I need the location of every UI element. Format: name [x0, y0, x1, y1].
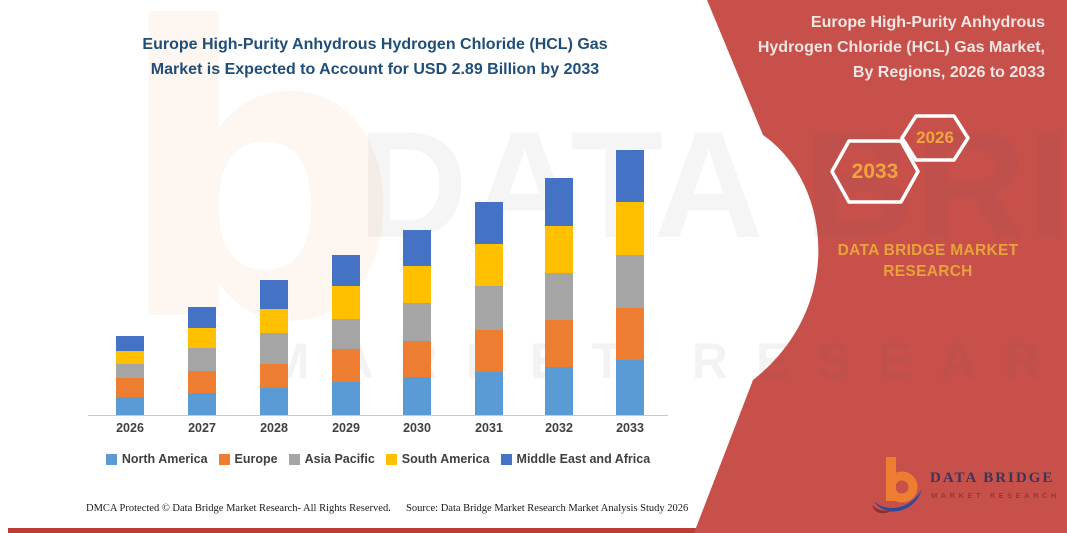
bar-segment-europe — [475, 329, 503, 372]
stacked-bar-2028 — [260, 280, 288, 415]
bar-segment-asia-pacific — [475, 285, 503, 330]
hexagon-outline-icon — [900, 114, 970, 162]
bar-segment-middle-east-and-africa — [475, 202, 503, 245]
legend-item-south-america: South America — [385, 452, 490, 466]
stacked-bar-2030 — [403, 229, 431, 415]
chart-title-line2: Market is Expected to Account for USD 2.… — [150, 61, 600, 78]
legend-item-middle-east-and-africa: Middle East and Africa — [500, 452, 651, 466]
bar-segment-europe — [116, 378, 144, 397]
x-axis-label-2033: 2033 — [616, 421, 644, 435]
bar-segment-middle-east-and-africa — [188, 306, 216, 328]
bar-segment-europe — [545, 319, 573, 368]
right-panel-heading-line1: Europe High-Purity Anhydrous — [810, 14, 1045, 31]
right-panel-heading-line2: Hydrogen Chloride (HCL) Gas Market, — [757, 39, 1045, 56]
bar-segment-south-america — [545, 226, 573, 273]
legend-label: South America — [401, 452, 490, 466]
bar-segment-middle-east-and-africa — [332, 255, 360, 286]
stacked-bar-2026 — [116, 336, 144, 415]
bar-segment-north-america — [260, 388, 288, 415]
bar-segment-asia-pacific — [260, 333, 288, 364]
x-axis-label-2031: 2031 — [475, 421, 503, 435]
data-bridge-b-icon — [872, 457, 922, 513]
legend-item-asia-pacific: Asia Pacific — [288, 452, 375, 466]
bar-segment-north-america — [475, 371, 503, 415]
bar-segment-europe — [188, 371, 216, 393]
stacked-bar-2027 — [188, 306, 216, 415]
x-axis-label-2030: 2030 — [403, 421, 431, 435]
bar-segment-middle-east-and-africa — [116, 336, 144, 351]
legend-swatch-icon — [385, 453, 397, 465]
bar-segment-europe — [260, 363, 288, 389]
bar-segment-europe — [332, 349, 360, 382]
bar-segment-south-america — [188, 327, 216, 349]
right-panel-heading-line3: By Regions, 2026 to 2033 — [852, 64, 1045, 81]
bar-segment-asia-pacific — [616, 254, 644, 308]
brand-text-line1: DATA BRIDGE MARKET — [837, 242, 1019, 259]
bar-segment-south-america — [475, 244, 503, 286]
chart-legend: North America Europe Asia Pacific South Ame… — [88, 452, 668, 466]
bar-segment-asia-pacific — [116, 363, 144, 379]
plot-area — [88, 130, 668, 416]
legend-swatch-icon — [500, 453, 512, 465]
bar-segment-north-america — [188, 393, 216, 415]
bar-segment-middle-east-and-africa — [260, 280, 288, 309]
legend-label: North America — [121, 452, 208, 466]
bar-segment-asia-pacific — [332, 318, 360, 349]
legend-swatch-icon — [218, 453, 230, 465]
bar-segment-south-america — [332, 285, 360, 319]
legend-label: Asia Pacific — [304, 452, 375, 466]
bar-segment-south-america — [260, 308, 288, 334]
legend-label: Europe — [234, 452, 278, 466]
bar-segment-south-america — [616, 202, 644, 255]
logo-wordmark: DATA BRIDGE — [930, 470, 1055, 486]
hexagon-outline-icon — [830, 139, 920, 204]
right-panel-heading: Europe High-Purity Anhydrous Hydrogen Ch… — [705, 10, 1045, 85]
bar-segment-asia-pacific — [188, 348, 216, 371]
x-axis-label-2026: 2026 — [116, 421, 144, 435]
legend-item-europe: Europe — [218, 452, 278, 466]
hexagon-year-2033: 2033 — [851, 159, 899, 183]
x-axis-label-2029: 2029 — [332, 421, 360, 435]
bottom-accent-strip — [8, 528, 1067, 533]
legend-swatch-icon — [105, 453, 117, 465]
bar-segment-asia-pacific — [545, 272, 573, 320]
stacked-bar-2031 — [475, 202, 503, 415]
x-axis-label-2028: 2028 — [260, 421, 288, 435]
chart-title-line1: Europe High-Purity Anhydrous Hydrogen Ch… — [142, 36, 608, 53]
bar-segment-asia-pacific — [403, 303, 431, 341]
bar-segment-europe — [403, 340, 431, 378]
legend-label: Middle East and Africa — [516, 452, 651, 466]
bar-segment-south-america — [116, 350, 144, 364]
x-axis-label-2027: 2027 — [188, 421, 216, 435]
bar-segment-north-america — [616, 360, 644, 415]
brand-text-line2: RESEARCH — [883, 263, 973, 280]
bar-segment-middle-east-and-africa — [545, 178, 573, 227]
bar-segment-north-america — [403, 377, 431, 415]
legend-item-north-america: North America — [105, 452, 208, 466]
stacked-bar-2032 — [545, 178, 573, 415]
legend-swatch-icon — [288, 453, 300, 465]
hexagon-badge-2026: 2026 — [900, 113, 970, 163]
bar-segment-south-america — [403, 266, 431, 304]
hexagon-year-2026: 2026 — [916, 128, 954, 147]
brand-text: DATA BRIDGE MARKET RESEARCH — [818, 240, 1038, 282]
x-axis-label-2032: 2032 — [545, 421, 573, 435]
bar-segment-north-america — [116, 396, 144, 415]
data-bridge-logo: DATA BRIDGE MARKET RESEARCH — [872, 455, 1056, 515]
x-axis-labels: 2026 2027 2028 2029 2030 2031 2032 2033 — [88, 421, 668, 439]
logo-subtitle: MARKET RESEARCH — [931, 491, 1060, 500]
stacked-bar-2033 — [616, 149, 644, 415]
bar-segment-middle-east-and-africa — [403, 229, 431, 267]
hexagon-badge-2033: 2033 — [830, 138, 920, 205]
chart-title: Europe High-Purity Anhydrous Hydrogen Ch… — [95, 32, 655, 82]
bar-segment-europe — [616, 307, 644, 360]
footer-dmca: DMCA Protected © Data Bridge Market Rese… — [86, 503, 391, 514]
stacked-bar-2029 — [332, 255, 360, 415]
bar-segment-north-america — [332, 382, 360, 415]
footer-source: Source: Data Bridge Market Research Mark… — [406, 503, 689, 514]
bar-segment-north-america — [545, 367, 573, 415]
bar-segment-middle-east-and-africa — [616, 149, 644, 203]
